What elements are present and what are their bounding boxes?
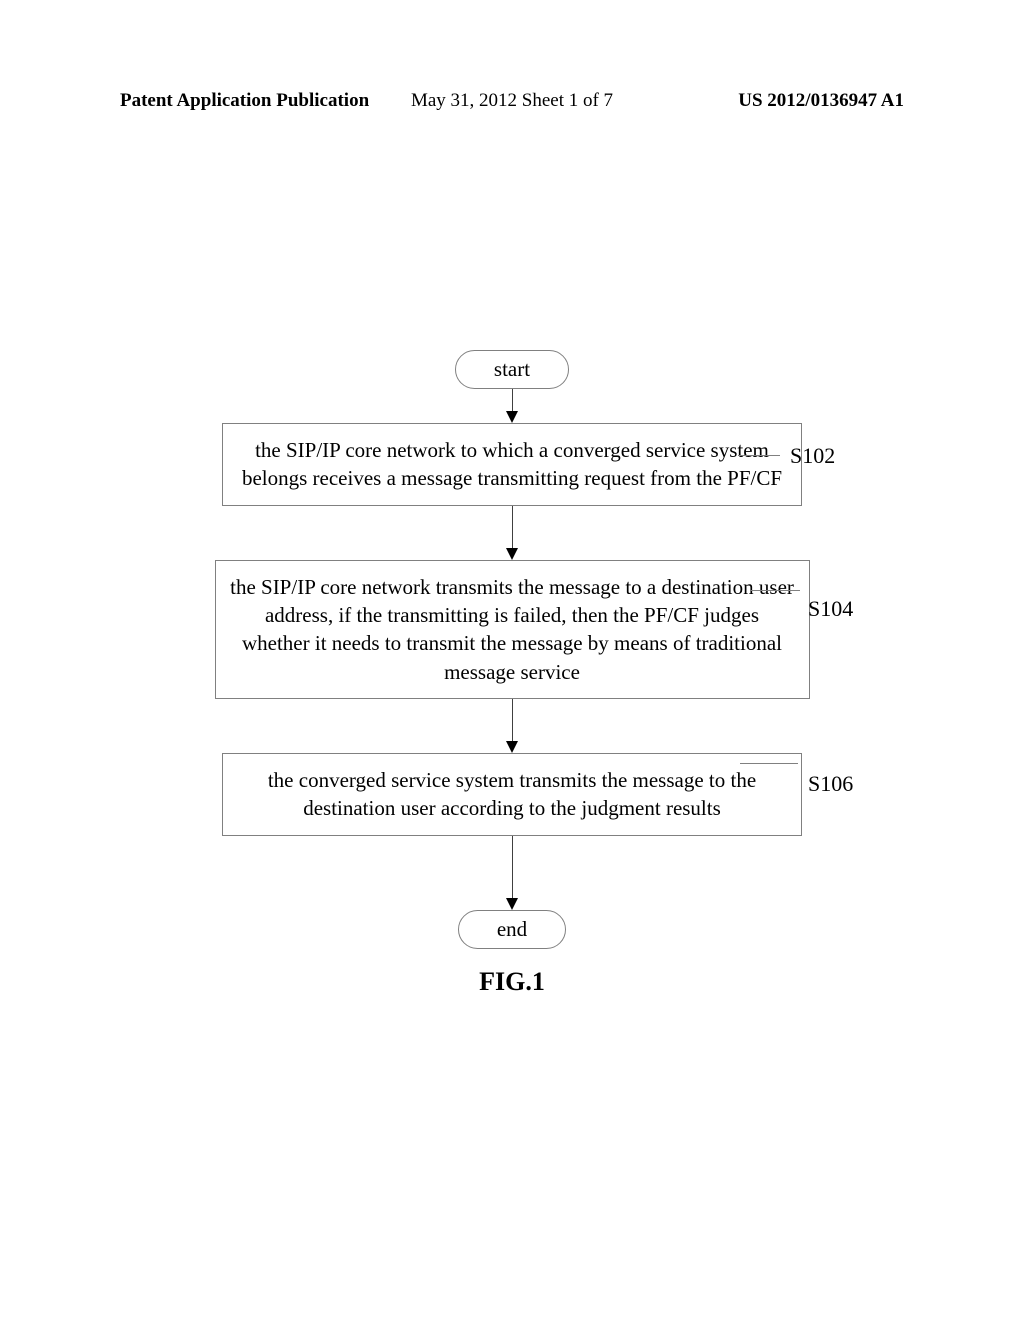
step-1-container: the SIP/IP core network to which a conve… <box>0 423 1024 506</box>
step-2-label: S104 <box>808 596 853 622</box>
arrow-1 <box>506 389 518 423</box>
arrow-2 <box>506 506 518 560</box>
page-header: Patent Application Publication May 31, 2… <box>0 90 1024 112</box>
step-3-container: the converged service system transmits t… <box>0 753 1024 836</box>
step-2-box: the SIP/IP core network transmits the me… <box>215 560 810 699</box>
arrow-head-icon <box>506 548 518 560</box>
flowchart: start the SIP/IP core network to which a… <box>0 350 1024 997</box>
leader-line-3 <box>740 763 798 764</box>
arrow-line <box>512 836 513 898</box>
step-3-label: S106 <box>808 771 853 797</box>
arrow-head-icon <box>506 411 518 423</box>
arrow-head-icon <box>506 741 518 753</box>
header-patent-number: US 2012/0136947 A1 <box>738 90 904 112</box>
leader-line-2 <box>750 590 800 591</box>
arrow-line <box>512 699 513 741</box>
start-terminal: start <box>455 350 569 389</box>
step-1-box: the SIP/IP core network to which a conve… <box>222 423 802 506</box>
end-terminal: end <box>458 910 566 949</box>
arrow-3 <box>506 699 518 753</box>
step-2-container: the SIP/IP core network transmits the me… <box>0 560 1024 699</box>
arrow-line <box>512 506 513 548</box>
arrow-line <box>512 389 513 411</box>
step-3-box: the converged service system transmits t… <box>222 753 802 836</box>
header-publication: Patent Application Publication <box>120 90 369 112</box>
leader-line-1 <box>738 455 780 456</box>
figure-label: FIG.1 <box>479 967 545 997</box>
step-1-label: S102 <box>790 443 835 469</box>
arrow-head-icon <box>506 898 518 910</box>
arrow-4 <box>506 836 518 910</box>
header-date-sheet: May 31, 2012 Sheet 1 of 7 <box>411 90 613 112</box>
